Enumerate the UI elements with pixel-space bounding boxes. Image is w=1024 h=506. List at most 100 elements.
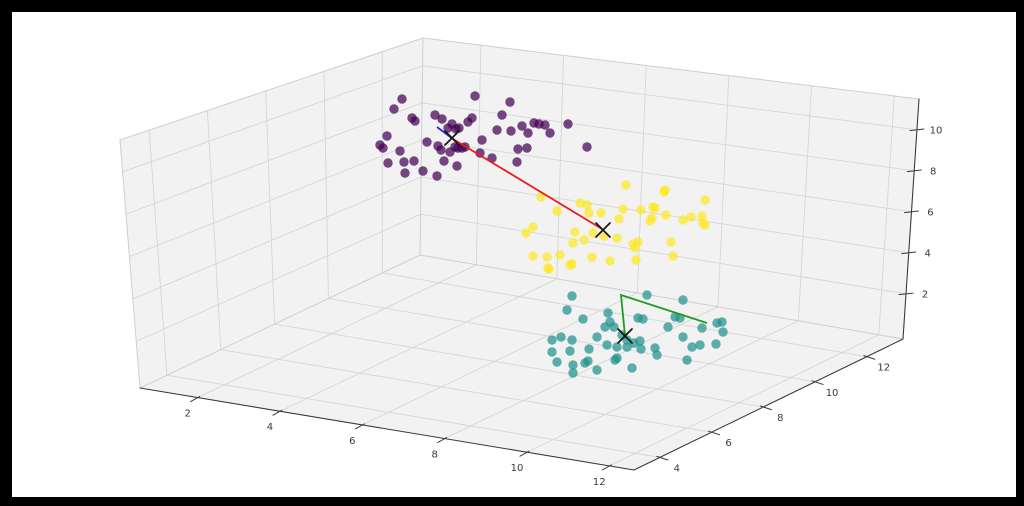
x-tick-label: 4 xyxy=(267,422,273,433)
scatter-point xyxy=(583,356,593,366)
scatter-point xyxy=(382,131,392,141)
scatter-point xyxy=(682,355,692,365)
scatter-point xyxy=(652,350,662,360)
scatter-point xyxy=(600,322,610,332)
scatter-point xyxy=(492,125,502,135)
z-tick-mark xyxy=(901,251,917,255)
y-axis-line xyxy=(633,338,904,471)
right-wall-top-edge xyxy=(422,37,920,100)
z-tick: 2 4 6 8 10 xyxy=(898,125,943,300)
scatter-point xyxy=(631,255,641,265)
scatter-point xyxy=(562,305,572,315)
scatter-point xyxy=(584,208,594,218)
scatter-point xyxy=(686,212,696,222)
scatter-point xyxy=(477,135,487,145)
cluster-purple-points xyxy=(375,91,592,181)
x-tick-mark xyxy=(437,437,448,444)
y-tick-label: 10 xyxy=(826,388,839,399)
y-tick-mark xyxy=(656,455,669,461)
trajectory-red xyxy=(452,138,603,230)
wall-grid-x xyxy=(556,54,564,280)
z-axis-line xyxy=(902,98,920,340)
scatter-point xyxy=(552,206,562,216)
scatter-point xyxy=(717,317,727,327)
leftwall-grid-z xyxy=(125,102,423,215)
scatter-point xyxy=(521,228,531,238)
scatter-point xyxy=(700,220,710,230)
scatter-point xyxy=(422,137,432,147)
scatter-point xyxy=(513,144,523,154)
cluster-yellow-centroid-x-marker xyxy=(595,222,611,238)
scatter-point xyxy=(612,342,622,352)
scatter-point xyxy=(540,120,550,130)
x-tick-label: 8 xyxy=(431,450,437,461)
cluster-yellow-points xyxy=(521,180,710,274)
cluster-purple-centroid-x-marker xyxy=(444,130,460,146)
scatter-point xyxy=(618,204,628,214)
scatter-point xyxy=(452,161,462,171)
scatter-point xyxy=(439,156,449,166)
z-tick-mark xyxy=(906,169,922,173)
scatter-point xyxy=(565,346,575,356)
scatter-point xyxy=(697,323,707,333)
scatter-point xyxy=(629,338,639,348)
x-tick-label: 6 xyxy=(349,436,355,447)
trajectory-green xyxy=(619,293,708,337)
floor-grid-x xyxy=(608,334,880,467)
scatter-point xyxy=(528,251,538,261)
scatter-point xyxy=(622,342,632,352)
scatter-point xyxy=(383,158,393,168)
scatter-point xyxy=(544,264,554,274)
floor-grid-x xyxy=(279,278,558,412)
scatter-point xyxy=(409,156,419,166)
right-wall-pane xyxy=(420,38,919,339)
z-tick-label: 10 xyxy=(930,125,943,136)
wall-grid-x xyxy=(878,95,895,336)
scatter-point xyxy=(711,339,721,349)
z-tick-mark xyxy=(903,210,919,214)
scatter-point xyxy=(523,128,533,138)
scatter-point xyxy=(555,250,565,260)
scatter-point xyxy=(445,147,455,157)
scatter-point xyxy=(579,235,589,245)
scatter-point xyxy=(642,290,652,300)
scatter-point xyxy=(397,94,407,104)
floor-grid-y xyxy=(220,349,713,433)
scatter-point xyxy=(389,104,399,114)
floor-grid-x xyxy=(197,264,477,399)
scatter-point xyxy=(602,340,612,350)
scatter-point xyxy=(697,211,707,221)
scatter-point xyxy=(470,91,480,101)
scatter-point xyxy=(695,340,705,350)
rightwall-grid-z xyxy=(421,139,912,213)
y-tick-mark xyxy=(708,430,721,436)
scatter-point xyxy=(378,143,388,153)
scatter-point xyxy=(578,314,588,324)
z-tick-mark xyxy=(898,292,914,296)
pane-edges xyxy=(119,37,920,389)
scatter-point xyxy=(660,185,670,195)
scatter-point xyxy=(505,97,515,107)
scatter-point xyxy=(614,214,624,224)
y-tick-label: 4 xyxy=(674,463,680,474)
scatter-point xyxy=(568,368,578,378)
y-tick: 4 6 8 10 12 xyxy=(656,355,890,474)
x-tick-label: 12 xyxy=(593,477,606,488)
scatter-point xyxy=(647,213,657,223)
y-tick-label: 6 xyxy=(725,438,731,449)
scatter-point xyxy=(663,322,673,332)
x-marker-stroke xyxy=(617,328,633,344)
right-wall-bottom-edge xyxy=(419,254,904,340)
scatter-point xyxy=(603,308,613,318)
scatter-point xyxy=(475,148,485,158)
y-tick-mark xyxy=(811,380,824,385)
scatter-point xyxy=(627,363,637,373)
scatter-point xyxy=(687,342,697,352)
scatter-point xyxy=(545,128,555,138)
floor-grid-x xyxy=(526,320,799,453)
scatter-point xyxy=(588,228,598,238)
x-tick-mark xyxy=(519,450,530,457)
left-wall-top-edge xyxy=(119,37,424,141)
